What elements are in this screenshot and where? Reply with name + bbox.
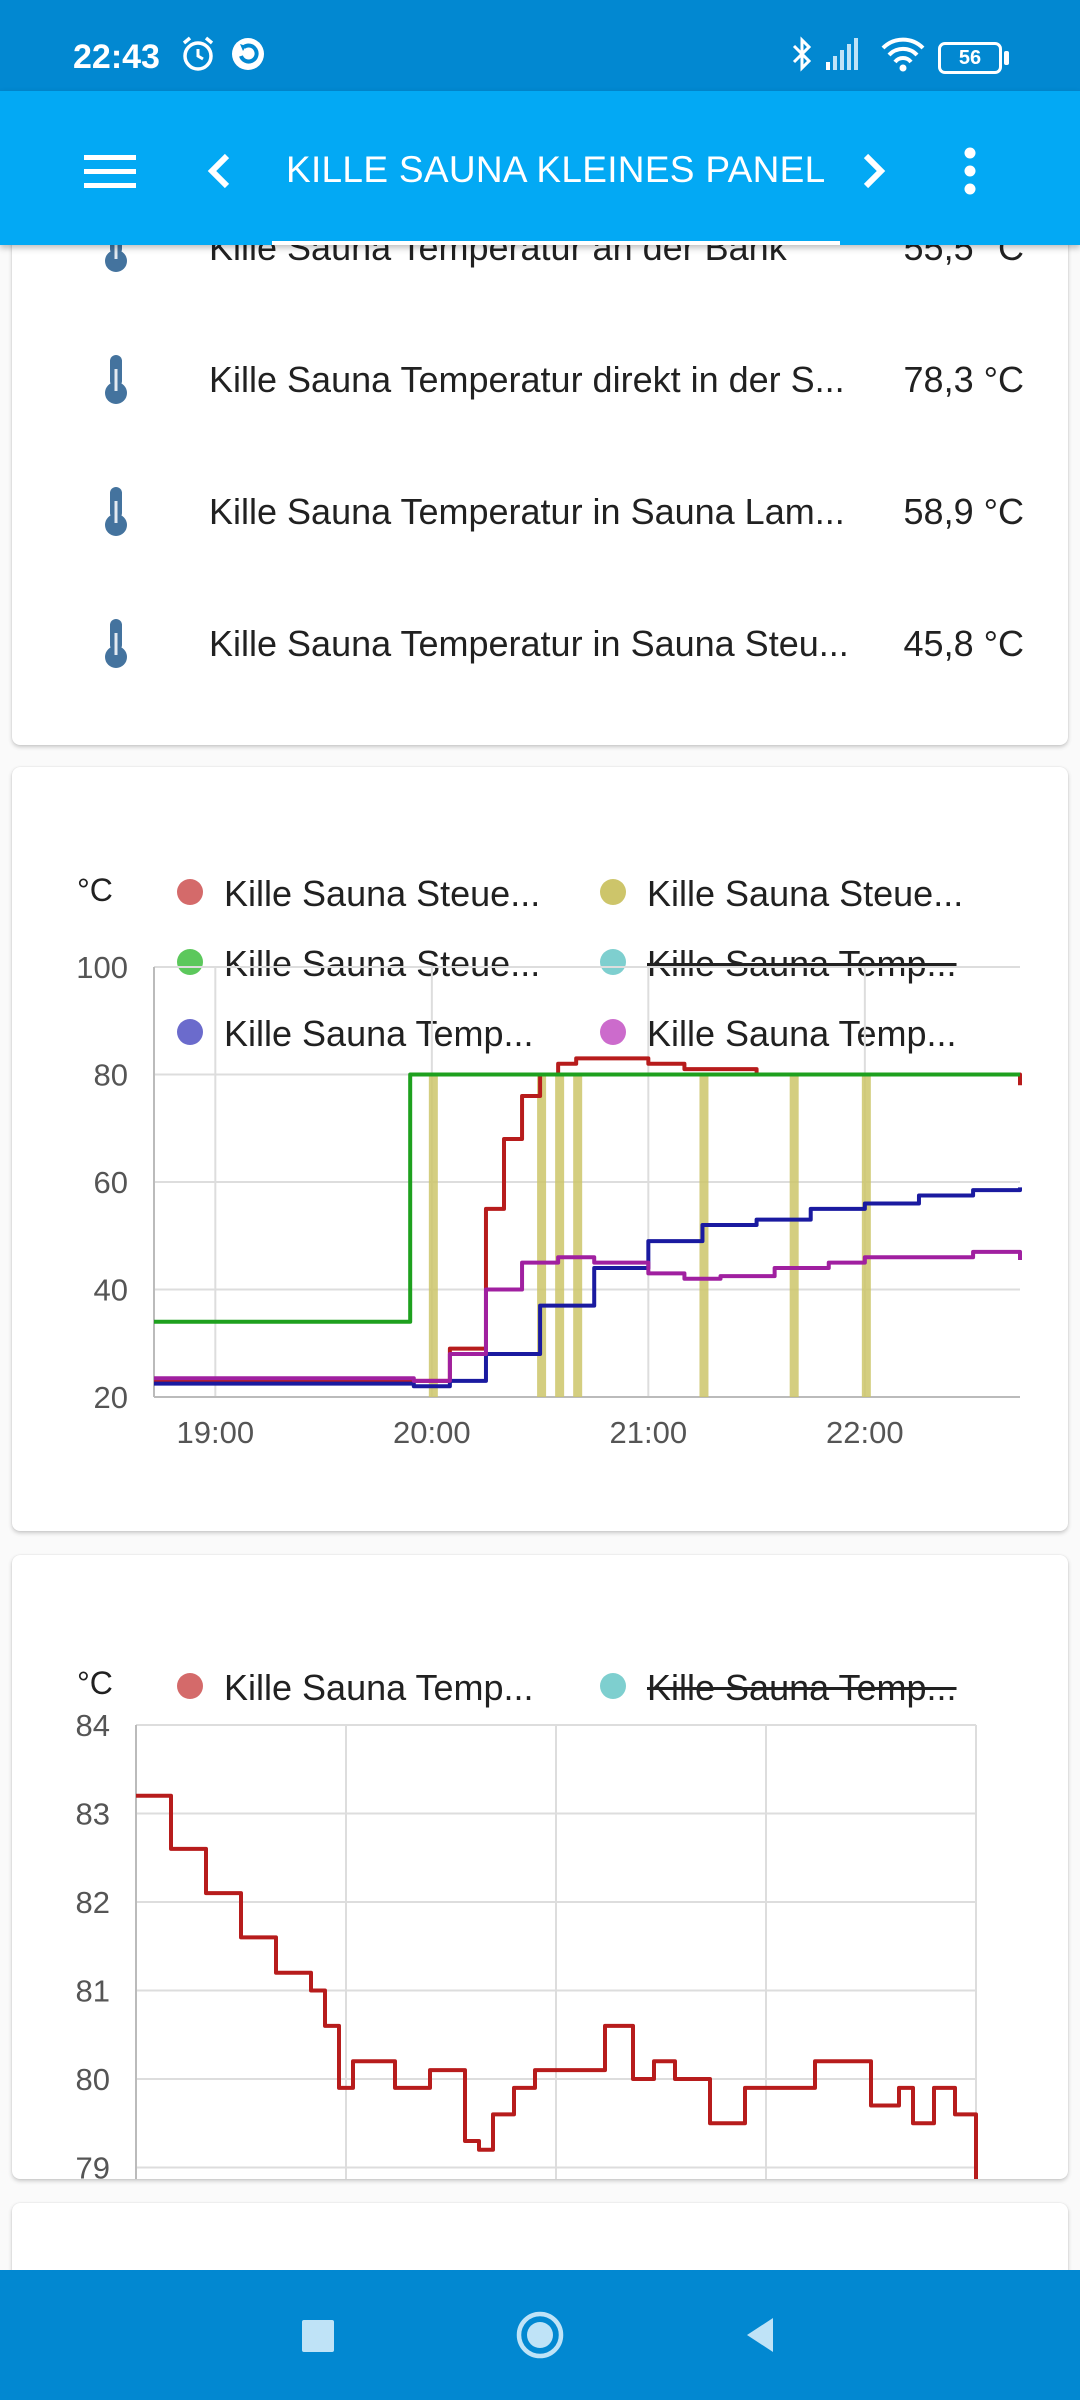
battery-level: 56: [958, 47, 982, 69]
y-tick-label: 84: [76, 1708, 110, 1743]
y-tick-label: 20: [94, 1380, 128, 1415]
x-tick-label: 22:00: [826, 1415, 904, 1450]
legend-item[interactable]: Kille Sauna Temp...: [600, 1661, 990, 1711]
x-tick-label: 19:00: [177, 1415, 255, 1450]
series-line: [154, 1187, 1022, 1389]
entity-name: Kille Sauna Temperatur in Sauna Lam...: [209, 491, 845, 532]
battery-tip: [1004, 51, 1009, 65]
entities-card: Kille Sauna Temperatur an der Bank 55,5 °…: [12, 245, 1068, 745]
active-tab-indicator: [272, 241, 840, 245]
legend-item[interactable]: Kille Sauna Steue...: [600, 867, 990, 917]
wifi-icon: [881, 37, 925, 72]
y-tick-label: 83: [76, 1797, 110, 1832]
x-tick-label: 20:00: [393, 1415, 471, 1450]
signal-icon: [826, 38, 858, 70]
x-tick-label: 21:00: [610, 1415, 688, 1450]
legend-label: Kille Sauna Temp...: [224, 1013, 534, 1054]
legend-dot: [600, 1673, 626, 1699]
series-bar: [537, 1074, 547, 1397]
entity-state: 58,9 °C: [903, 491, 1024, 532]
series-bar: [428, 1074, 438, 1397]
y-tick-label: 79: [76, 2151, 110, 2180]
entity-row[interactable]: Kille Sauna Temperatur in Sauna Steu... 4…: [12, 601, 1068, 681]
entity-row[interactable]: Kille Sauna Temperatur in Sauna Lam... 58…: [12, 469, 1068, 549]
series-line: [154, 1072, 1020, 1324]
series-bar: [555, 1074, 565, 1397]
thermometer-icon: [105, 245, 127, 272]
series-bar: [789, 1074, 799, 1397]
thermometer-icon: [105, 487, 127, 536]
y-tick-label: 82: [76, 1885, 110, 1920]
legend-item[interactable]: Kille Sauna Steue...: [177, 937, 567, 987]
series-bar: [573, 1074, 583, 1397]
history-chart-2[interactable]: 8483828180797821:1321:4322:1322:43: [12, 1555, 1068, 2179]
y-tick-label: 80: [94, 1058, 128, 1093]
entity-state: 45,8 °C: [903, 623, 1024, 664]
entity-name: Kille Sauna Temperatur direkt in der S..…: [209, 359, 845, 400]
menu-icon[interactable]: [75, 136, 145, 206]
entity-state: 78,3 °C: [903, 359, 1024, 400]
series-line: [154, 1249, 1022, 1383]
series-bar: [861, 1074, 871, 1397]
bluetooth-icon: [792, 36, 812, 72]
legend-label: Kille Sauna Temp...: [647, 1667, 957, 1708]
legend-item[interactable]: Kille Sauna Temp...: [177, 1661, 567, 1711]
entity-row[interactable]: Kille Sauna Temperatur direkt in der S..…: [12, 337, 1068, 417]
navigation-bar: [0, 2270, 1080, 2400]
legend-item[interactable]: Kille Sauna Steue...: [177, 867, 567, 917]
legend-item[interactable]: Kille Sauna Temp...: [600, 937, 990, 987]
legend-dot: [600, 949, 626, 975]
chart-unit-label: °C: [77, 872, 113, 908]
entity-row[interactable]: Kille Sauna Temperatur an der Bank 55,5 °…: [12, 245, 1068, 285]
thermometer-icon: [105, 619, 127, 668]
legend-dot: [177, 949, 203, 975]
legend-label: Kille Sauna Steue...: [224, 873, 541, 914]
history-graph-card-2: Kille Sauna Temp... Kille Sauna Temp... °…: [12, 1555, 1068, 2179]
entity-name: Kille Sauna Temperatur an der Bank: [209, 245, 787, 268]
back-button[interactable]: [725, 2300, 795, 2370]
alarm-icon: [182, 36, 214, 71]
page-title: KILLE SAUNA KLEINES PANEL: [286, 149, 826, 190]
chart-unit-label: °C: [77, 1665, 113, 1701]
recents-button[interactable]: [282, 2300, 352, 2370]
chevron-right-icon[interactable]: [838, 136, 908, 206]
battery-icon: 56: [938, 42, 1002, 74]
legend-label: Kille Sauna Temp...: [224, 1667, 534, 1708]
app-toolbar: KILLE SAUNA KLEINES PANEL: [0, 91, 1080, 245]
y-tick-label: 100: [76, 950, 128, 985]
legend-dot: [600, 1019, 626, 1045]
dashboard-content[interactable]: Kille Sauna Temperatur an der Bank 55,5 °…: [0, 245, 1080, 2270]
legend-dot: [600, 879, 626, 905]
sync-icon: [232, 38, 264, 70]
legend-label: Kille Sauna Steue...: [647, 873, 964, 914]
legend-dot: [177, 1673, 203, 1699]
y-tick-label: 40: [94, 1273, 128, 1308]
history-chart[interactable]: 100 80 60 40 20 19:00 20:00 21:00 22:00: [12, 767, 1068, 1531]
legend-label: Kille Sauna Temp...: [647, 943, 957, 984]
next-card: [12, 2203, 1068, 2270]
legend-label: Kille Sauna Steue...: [224, 943, 541, 984]
series-line: [136, 1793, 978, 2179]
legend-dot: [177, 1019, 203, 1045]
thermometer-icon: [105, 355, 127, 404]
entity-state: 55,5 °C: [903, 245, 1024, 268]
status-time: 22:43: [73, 38, 160, 76]
y-tick-label: 80: [76, 2062, 110, 2097]
home-button[interactable]: [505, 2300, 575, 2370]
chevron-left-icon[interactable]: [185, 136, 255, 206]
legend-item[interactable]: Kille Sauna Temp...: [600, 1007, 990, 1057]
more-vert-icon[interactable]: [935, 136, 1005, 206]
legend-dot: [177, 879, 203, 905]
history-graph-card: Kille Sauna Steue... Kille Sauna Steue...…: [12, 767, 1068, 1531]
legend-label: Kille Sauna Temp...: [647, 1013, 957, 1054]
status-bar: 22:43 56: [0, 0, 1080, 91]
series-line: [154, 1056, 1022, 1383]
entity-name: Kille Sauna Temperatur in Sauna Steu...: [209, 623, 849, 664]
legend-item[interactable]: Kille Sauna Temp...: [177, 1007, 567, 1057]
y-tick-label: 81: [76, 1974, 110, 2009]
y-tick-label: 60: [94, 1165, 128, 1200]
